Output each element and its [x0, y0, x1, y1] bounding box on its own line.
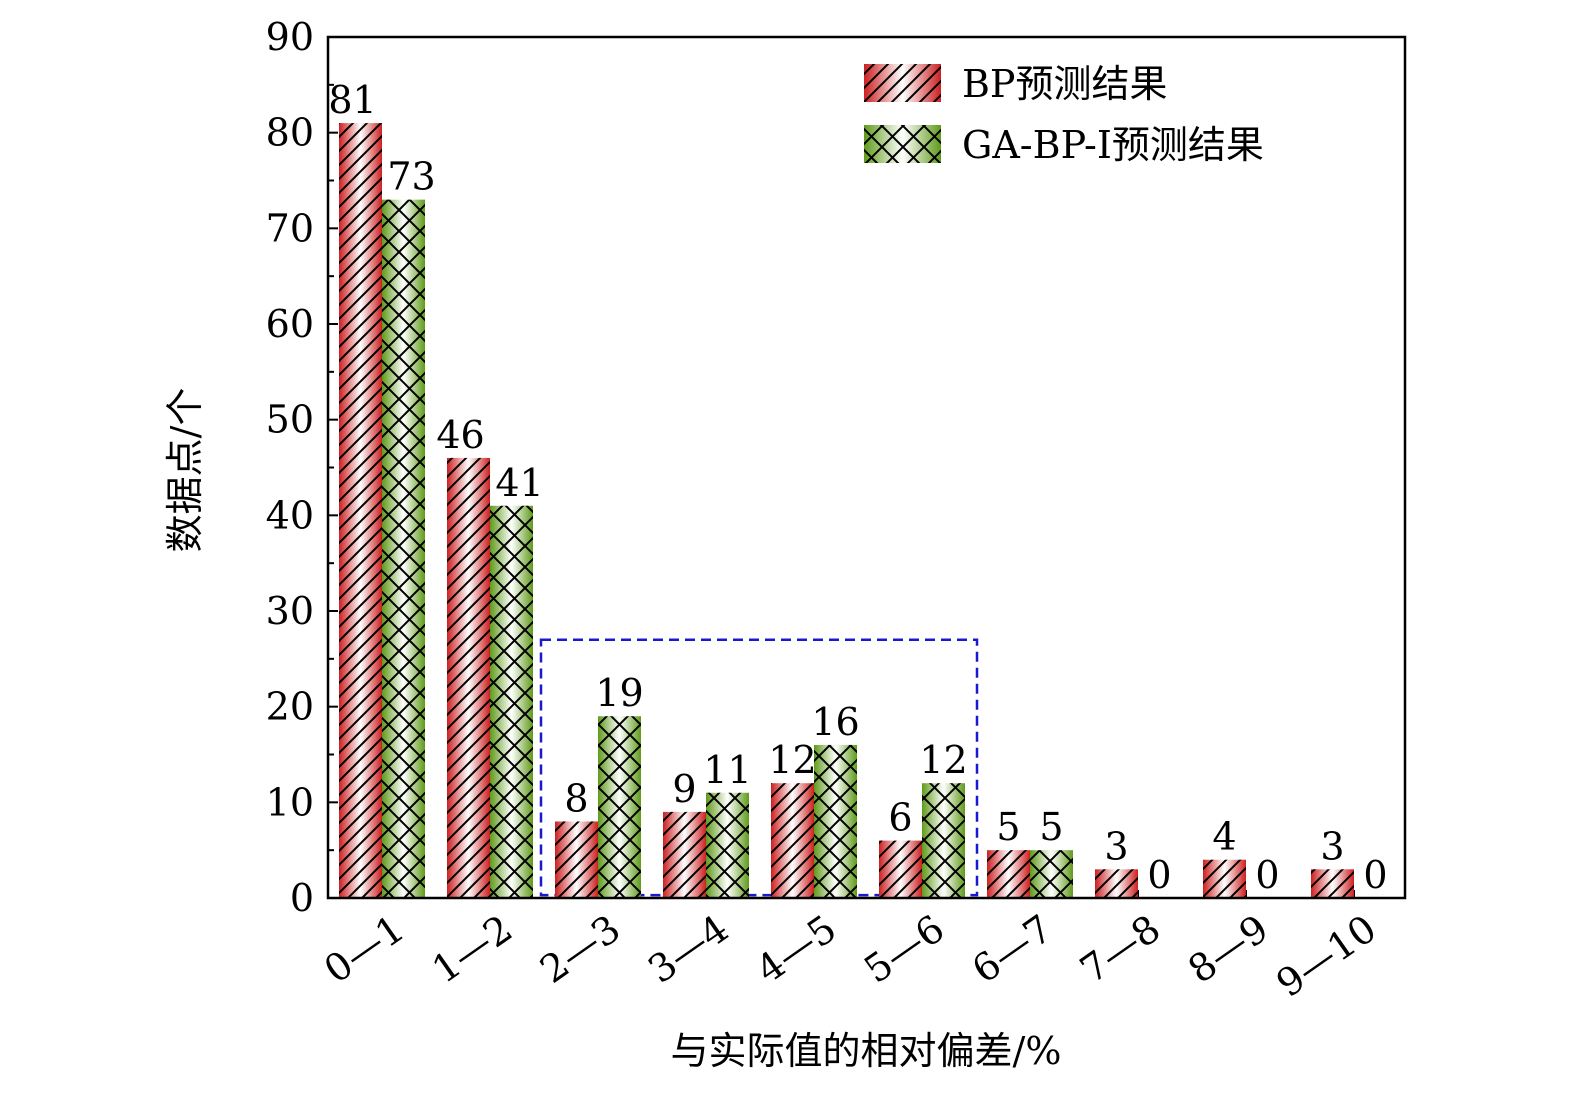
bar-hatch — [814, 744, 857, 898]
data-label: 6 — [888, 796, 912, 840]
x-tick-label: 0—1 — [316, 906, 412, 992]
x-tick-label: 7—8 — [1072, 906, 1168, 992]
bar-hatch — [1311, 869, 1354, 898]
bar-hatch — [555, 821, 598, 898]
data-label: 41 — [495, 461, 543, 505]
data-label: 9 — [672, 767, 696, 811]
bar-hatch — [922, 783, 965, 898]
bar-hatch — [1030, 850, 1073, 898]
y-tick-label: 50 — [266, 398, 314, 442]
x-tick-label: 1—2 — [424, 906, 520, 992]
data-label: 0 — [1363, 853, 1387, 897]
x-axis-label: 与实际值的相对偏差/% — [671, 1029, 1062, 1073]
data-label: 4 — [1212, 815, 1236, 859]
data-label: 5 — [1039, 805, 1063, 849]
bar-hatch — [771, 783, 814, 898]
data-label: 11 — [703, 748, 751, 792]
data-label: 73 — [387, 155, 435, 199]
data-label: 0 — [1147, 853, 1171, 897]
data-label: 0 — [1255, 853, 1279, 897]
data-label: 19 — [595, 671, 643, 715]
data-label: 46 — [436, 413, 484, 457]
y-tick-label: 60 — [266, 302, 314, 346]
y-tick-label: 40 — [266, 493, 314, 537]
legend-label-bp: BP预测结果 — [962, 62, 1168, 106]
bar-hatch — [339, 123, 382, 899]
plot-frame — [326, 35, 1407, 900]
bar-hatch — [490, 505, 533, 898]
data-label: 12 — [919, 738, 967, 782]
y-tick-label: 20 — [266, 685, 314, 729]
x-tick-label: 4—5 — [748, 906, 844, 992]
x-tick-label: 8—9 — [1180, 906, 1276, 992]
bar-hatch — [1203, 859, 1246, 898]
x-tick-label: 2—3 — [532, 906, 628, 992]
bar-hatch — [987, 850, 1030, 898]
bar-hatch — [382, 199, 425, 899]
data-label: 8 — [564, 776, 588, 820]
y-tick-label: 70 — [266, 206, 314, 250]
bar-hatch — [1095, 869, 1138, 898]
y-tick-label: 90 — [266, 15, 314, 59]
legend-label-gabp: GA-BP-I预测结果 — [962, 123, 1264, 167]
x-tick-label: 9—10 — [1268, 906, 1384, 1005]
data-label: 16 — [811, 700, 859, 744]
x-tick-label: 6—7 — [964, 906, 1060, 992]
y-tick-label: 10 — [266, 780, 314, 824]
bar-hatch — [879, 840, 922, 898]
data-label: 5 — [996, 805, 1020, 849]
data-label: 3 — [1320, 824, 1344, 868]
y-axis-label: 数据点/个 — [163, 388, 207, 553]
legend: BP预测结果 GA-BP-I预测结果 — [864, 62, 1264, 167]
bar-hatch — [447, 457, 490, 898]
y-tick-label: 30 — [266, 589, 314, 633]
x-tick-label: 3—4 — [640, 906, 736, 992]
bar-hatch — [706, 792, 749, 898]
highlight-box — [539, 638, 979, 897]
data-label: 12 — [768, 738, 816, 782]
x-tick-label: 5—6 — [856, 906, 952, 992]
y-tick-label: 0 — [290, 876, 314, 920]
data-label: 3 — [1104, 824, 1128, 868]
bar-hatch — [598, 716, 641, 898]
data-label: 81 — [328, 78, 376, 122]
bar-hatch — [663, 811, 706, 898]
y-tick-label: 80 — [266, 111, 314, 155]
